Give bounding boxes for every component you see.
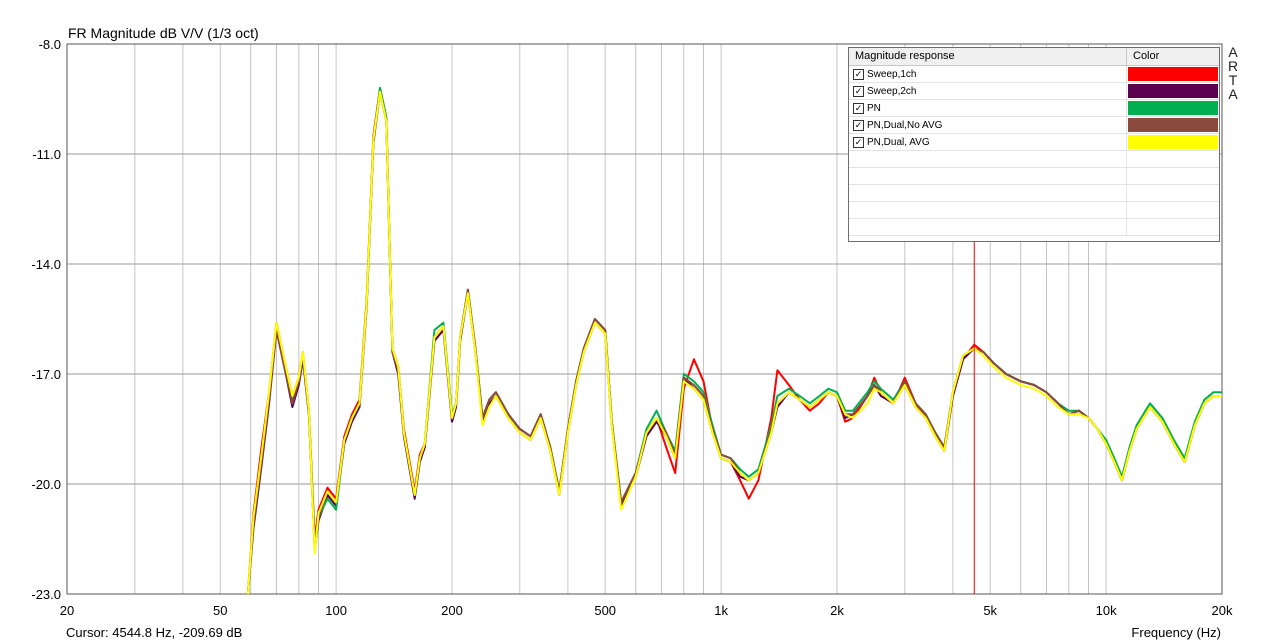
x-axis-label: Frequency (Hz) [1131, 625, 1221, 640]
brand-letter: R [1227, 58, 1239, 74]
x-tick-label: 100 [325, 603, 347, 618]
legend-color-swatch[interactable] [1128, 67, 1218, 81]
plot-area-border [66, 43, 1223, 595]
x-tick-label: 1k [714, 603, 728, 618]
brand-letter: T [1228, 72, 1238, 88]
series-visibility-checkbox[interactable]: ✓ [853, 136, 864, 148]
legend-row[interactable]: ✓ PN,Dual, AVG [849, 134, 1219, 151]
legend-color-swatch[interactable] [1128, 135, 1218, 149]
brand-letter: A [1228, 44, 1238, 60]
legend-row[interactable]: ✓ PN,Dual,No AVG [849, 117, 1219, 134]
legend-header-color: Color [1133, 50, 1160, 62]
legend-series-name: PN,Dual,No AVG [867, 119, 943, 131]
y-tick-label: -14.0 [31, 257, 61, 272]
legend-header-name: Magnitude response [849, 48, 1127, 65]
legend-row[interactable]: ✓ PN [849, 100, 1219, 117]
x-tick-label: 50 [213, 603, 227, 618]
series-lines [246, 87, 1222, 595]
series-visibility-checkbox[interactable]: ✓ [853, 85, 864, 97]
y-tick-label: -17.0 [31, 367, 61, 382]
series-visibility-checkbox[interactable]: ✓ [853, 102, 864, 114]
series-line-pn-dual-avg [246, 90, 1222, 595]
legend-empty-row [849, 202, 1219, 219]
legend-header: Magnitude response Color [849, 48, 1219, 66]
x-tick-label: 2k [830, 603, 844, 618]
x-tick-label: 20 [60, 603, 74, 618]
legend-color-swatch[interactable] [1128, 118, 1218, 132]
cursor-readout: Cursor: 4544.8 Hz, -209.69 dB [66, 625, 242, 640]
series-visibility-checkbox[interactable]: ✓ [853, 68, 864, 80]
brand-letter: A [1228, 86, 1238, 102]
legend-series-name: Sweep,1ch [867, 68, 917, 80]
legend-rows: ✓ Sweep,1ch ✓ Sweep,2ch ✓ PN ✓ PN,Dual,No AVG ✓ P… [849, 66, 1219, 236]
y-tick-label: -8.0 [39, 37, 61, 52]
x-tick-label: 200 [441, 603, 463, 618]
legend-series-name: PN [867, 102, 881, 114]
legend-row[interactable]: ✓ Sweep,2ch [849, 83, 1219, 100]
chart-title: FR Magnitude dB V/V (1/3 oct) [68, 25, 259, 41]
legend-color-swatch[interactable] [1128, 101, 1218, 115]
x-tick-label: 5k [983, 603, 997, 618]
legend-series-name: Sweep,2ch [867, 85, 917, 97]
legend-empty-row [849, 151, 1219, 168]
legend-empty-row [849, 219, 1219, 236]
legend-empty-row [849, 185, 1219, 202]
x-tick-label: 20k [1212, 603, 1233, 618]
legend-panel[interactable]: Magnitude response Color ✓ Sweep,1ch ✓ Swee… [848, 47, 1220, 242]
y-tick-label: -20.0 [31, 477, 61, 492]
x-tick-label: 500 [594, 603, 616, 618]
legend-series-name: PN,Dual, AVG [867, 136, 930, 148]
legend-empty-row [849, 168, 1219, 185]
legend-color-swatch[interactable] [1128, 84, 1218, 98]
y-axis-ticks: -8.0 -11.0 -14.0 -17.0 -20.0 -23.0 [31, 37, 61, 602]
y-tick-label: -23.0 [31, 587, 61, 602]
legend-row[interactable]: ✓ Sweep,1ch [849, 66, 1219, 83]
x-tick-label: 10k [1096, 603, 1117, 618]
y-tick-label: -11.0 [32, 147, 61, 162]
x-axis-ticks: 20 50 100 200 500 1k 2k 5k 10k 20k [60, 603, 1233, 618]
series-visibility-checkbox[interactable]: ✓ [853, 119, 864, 131]
minor-gridlines [134, 44, 1107, 594]
